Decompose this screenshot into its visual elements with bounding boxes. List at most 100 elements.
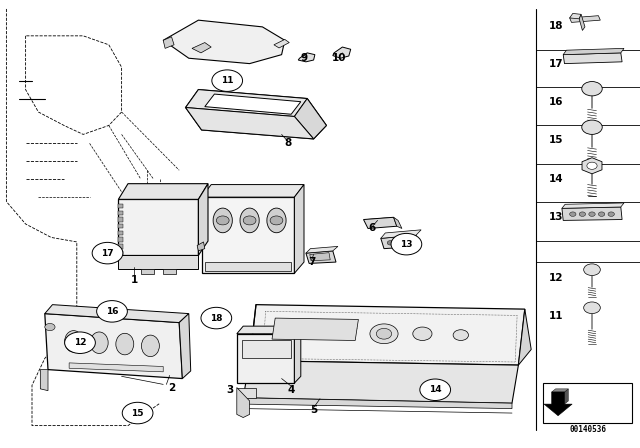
Circle shape: [584, 302, 600, 314]
Circle shape: [582, 82, 602, 96]
Polygon shape: [579, 14, 585, 30]
Circle shape: [376, 328, 392, 339]
Polygon shape: [364, 217, 397, 228]
Text: 16: 16: [106, 307, 118, 316]
Circle shape: [598, 212, 605, 216]
Text: 18: 18: [549, 21, 564, 30]
Polygon shape: [562, 203, 624, 208]
Polygon shape: [394, 217, 402, 228]
Circle shape: [396, 241, 402, 245]
Text: 17: 17: [549, 59, 564, 69]
Text: 15: 15: [131, 409, 144, 418]
Polygon shape: [163, 20, 285, 64]
Circle shape: [413, 327, 432, 340]
Circle shape: [453, 330, 468, 340]
Polygon shape: [118, 231, 123, 235]
Text: 9: 9: [300, 53, 308, 63]
Polygon shape: [544, 392, 572, 416]
Circle shape: [370, 324, 398, 344]
Polygon shape: [197, 242, 205, 251]
Text: 13: 13: [400, 240, 413, 249]
Polygon shape: [562, 207, 622, 220]
Text: 5: 5: [310, 405, 317, 415]
Polygon shape: [243, 398, 512, 409]
Circle shape: [589, 212, 595, 216]
Text: 18: 18: [210, 314, 223, 323]
Circle shape: [201, 307, 232, 329]
Polygon shape: [118, 224, 123, 228]
Text: 3: 3: [227, 385, 234, 395]
Ellipse shape: [141, 335, 159, 357]
Polygon shape: [118, 211, 123, 215]
Text: 15: 15: [549, 135, 564, 145]
Polygon shape: [250, 305, 525, 365]
Polygon shape: [564, 389, 568, 404]
Circle shape: [387, 241, 394, 245]
Polygon shape: [294, 326, 301, 383]
Polygon shape: [552, 389, 568, 392]
Polygon shape: [198, 184, 208, 255]
Polygon shape: [306, 251, 336, 263]
Circle shape: [582, 120, 602, 134]
Polygon shape: [310, 253, 330, 261]
Polygon shape: [306, 246, 338, 253]
Polygon shape: [381, 235, 419, 249]
Polygon shape: [237, 326, 301, 334]
Polygon shape: [274, 39, 289, 48]
Polygon shape: [205, 262, 291, 271]
Polygon shape: [237, 334, 294, 383]
Polygon shape: [45, 314, 182, 379]
Polygon shape: [563, 53, 622, 64]
Polygon shape: [40, 370, 48, 391]
Polygon shape: [186, 90, 307, 116]
Circle shape: [122, 402, 153, 424]
Circle shape: [270, 216, 283, 225]
Ellipse shape: [116, 333, 134, 355]
Text: 8: 8: [284, 138, 292, 148]
Polygon shape: [518, 309, 531, 365]
Polygon shape: [242, 340, 291, 358]
Polygon shape: [563, 48, 624, 55]
Circle shape: [587, 162, 597, 169]
Ellipse shape: [65, 331, 83, 352]
Polygon shape: [237, 388, 256, 398]
Circle shape: [608, 212, 614, 216]
Text: 7: 7: [308, 257, 316, 267]
Polygon shape: [186, 90, 326, 139]
Polygon shape: [570, 13, 581, 19]
Polygon shape: [69, 363, 163, 372]
Circle shape: [243, 216, 256, 225]
Text: 2: 2: [168, 383, 175, 392]
Circle shape: [579, 212, 586, 216]
Text: 12: 12: [549, 273, 564, 283]
Text: 10: 10: [332, 53, 346, 63]
Text: 14: 14: [429, 385, 442, 394]
Text: 00140536: 00140536: [569, 425, 606, 434]
Text: 12: 12: [74, 338, 86, 347]
Bar: [543, 383, 632, 423]
Circle shape: [570, 212, 576, 216]
Text: 11: 11: [221, 76, 234, 85]
Polygon shape: [202, 185, 304, 197]
Polygon shape: [118, 251, 123, 255]
Circle shape: [391, 233, 422, 255]
Circle shape: [404, 241, 410, 245]
Circle shape: [212, 70, 243, 91]
Circle shape: [216, 216, 229, 225]
Text: 6: 6: [369, 224, 376, 233]
Polygon shape: [570, 16, 600, 22]
Text: 17: 17: [101, 249, 114, 258]
Circle shape: [92, 242, 123, 264]
Polygon shape: [118, 204, 123, 208]
Polygon shape: [237, 388, 250, 418]
Text: 13: 13: [549, 212, 564, 222]
Polygon shape: [294, 99, 326, 139]
Circle shape: [97, 301, 127, 322]
Polygon shape: [381, 230, 421, 238]
Polygon shape: [582, 158, 602, 174]
Text: 11: 11: [549, 311, 564, 321]
Polygon shape: [186, 108, 314, 139]
Polygon shape: [163, 269, 176, 274]
Polygon shape: [118, 244, 123, 249]
Circle shape: [584, 264, 600, 276]
